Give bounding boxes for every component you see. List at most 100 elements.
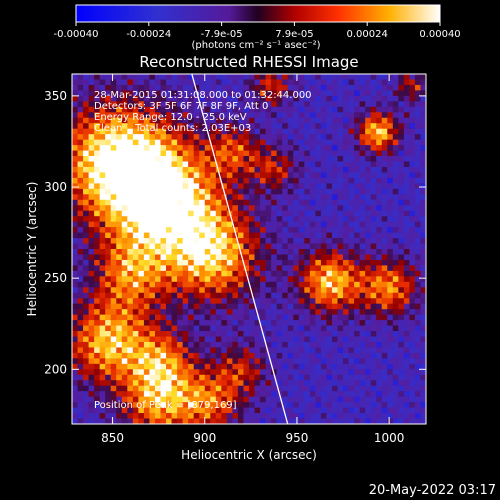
heatmap-cell xyxy=(254,270,261,277)
heatmap-cell xyxy=(282,188,289,195)
heatmap-cell xyxy=(331,188,338,195)
heatmap-cell xyxy=(171,287,178,294)
heatmap-cell xyxy=(298,309,305,316)
heatmap-cell xyxy=(121,128,128,135)
heatmap-cell xyxy=(149,331,156,337)
heatmap-cell xyxy=(72,363,78,370)
heatmap-cell xyxy=(88,216,95,223)
heatmap-cell xyxy=(226,123,233,130)
heatmap-cell xyxy=(271,259,278,266)
heatmap-cell xyxy=(132,112,139,119)
heatmap-cell xyxy=(72,243,78,250)
heatmap-cell xyxy=(249,156,255,162)
heatmap-cell xyxy=(298,166,305,173)
heatmap-cell xyxy=(359,188,366,195)
heatmap-cell xyxy=(72,249,78,255)
heatmap-cell xyxy=(138,341,145,348)
heatmap-cell xyxy=(343,385,349,392)
heatmap-cell xyxy=(77,74,84,80)
heatmap-cell xyxy=(221,347,228,354)
heatmap-cell xyxy=(287,95,294,102)
heatmap-cell xyxy=(83,287,89,294)
heatmap-cell xyxy=(254,183,261,190)
heatmap-cell xyxy=(166,84,172,91)
heatmap-cell xyxy=(304,95,311,102)
heatmap-cell xyxy=(127,276,134,283)
heatmap-cell xyxy=(254,413,261,419)
heatmap-cell xyxy=(409,194,416,201)
heatmap-cell xyxy=(315,369,322,376)
heatmap-cell xyxy=(403,210,410,217)
heatmap-cell xyxy=(127,243,134,250)
heatmap-cell xyxy=(387,369,394,376)
heatmap-cell xyxy=(337,363,344,370)
heatmap-cell xyxy=(271,194,278,201)
heatmap-cell xyxy=(359,407,366,414)
heatmap-cell xyxy=(376,325,383,332)
heatmap-cell xyxy=(138,177,145,184)
heatmap-cell xyxy=(254,391,261,398)
heatmap-cell xyxy=(72,298,78,305)
heatmap-cell xyxy=(370,216,377,223)
heatmap-cell xyxy=(354,265,361,272)
heatmap-cell xyxy=(193,205,200,212)
heatmap-cell xyxy=(343,281,349,288)
heatmap-cell xyxy=(376,292,383,299)
heatmap-cell xyxy=(304,177,311,184)
heatmap-cell xyxy=(171,183,178,190)
heatmap-cell xyxy=(293,270,300,277)
heatmap-cell xyxy=(160,413,167,419)
heatmap-cell xyxy=(392,227,399,233)
heatmap-cell xyxy=(320,74,327,80)
heatmap-cell xyxy=(343,210,349,217)
heatmap-cell xyxy=(199,249,206,255)
heatmap-cell xyxy=(166,188,172,195)
heatmap-cell xyxy=(138,303,145,310)
heatmap-cell xyxy=(392,106,399,113)
heatmap-cell xyxy=(210,287,217,294)
heatmap-cell xyxy=(116,95,123,102)
heatmap-cell xyxy=(387,298,394,305)
heatmap-cell xyxy=(287,112,294,119)
heatmap-cell xyxy=(337,341,344,348)
heatmap-cell xyxy=(365,205,372,212)
heatmap-cell xyxy=(337,320,344,326)
heatmap-cell xyxy=(392,117,399,124)
heatmap-cell xyxy=(204,232,211,239)
heatmap-cell xyxy=(309,172,316,179)
heatmap-cell xyxy=(326,101,333,108)
heatmap-cell xyxy=(138,391,145,398)
heatmap-cell xyxy=(260,221,266,228)
heatmap-cell xyxy=(132,418,139,424)
heatmap-cell xyxy=(365,418,372,424)
heatmap-cell xyxy=(94,287,101,294)
heatmap-cell xyxy=(420,101,426,108)
heatmap-cell xyxy=(182,79,189,86)
heatmap-cell xyxy=(132,243,139,250)
heatmap-cell xyxy=(105,188,112,195)
heatmap-cell xyxy=(188,199,195,206)
heatmap-cell xyxy=(166,292,172,299)
heatmap-cell xyxy=(83,276,89,283)
heatmap-cell xyxy=(365,210,372,217)
heatmap-cell xyxy=(282,314,289,321)
heatmap-cell xyxy=(121,249,128,255)
heatmap-cell xyxy=(365,407,372,414)
heatmap-cell xyxy=(182,380,189,387)
heatmap-cell xyxy=(215,188,222,195)
heatmap-cell xyxy=(260,194,266,201)
heatmap-cell xyxy=(154,188,161,195)
heatmap-cell xyxy=(343,270,349,277)
heatmap-cell xyxy=(193,210,200,217)
heatmap-cell xyxy=(381,358,388,365)
heatmap-cell xyxy=(298,358,305,365)
heatmap-cell xyxy=(359,205,366,212)
heatmap-cell xyxy=(132,303,139,310)
heatmap-cell xyxy=(94,84,101,91)
heatmap-cell xyxy=(403,347,410,354)
heatmap-cell xyxy=(398,210,405,217)
heatmap-cell xyxy=(110,205,117,212)
heatmap-cell xyxy=(160,374,167,381)
heatmap-cell xyxy=(215,358,222,365)
heatmap-cell xyxy=(149,303,156,310)
